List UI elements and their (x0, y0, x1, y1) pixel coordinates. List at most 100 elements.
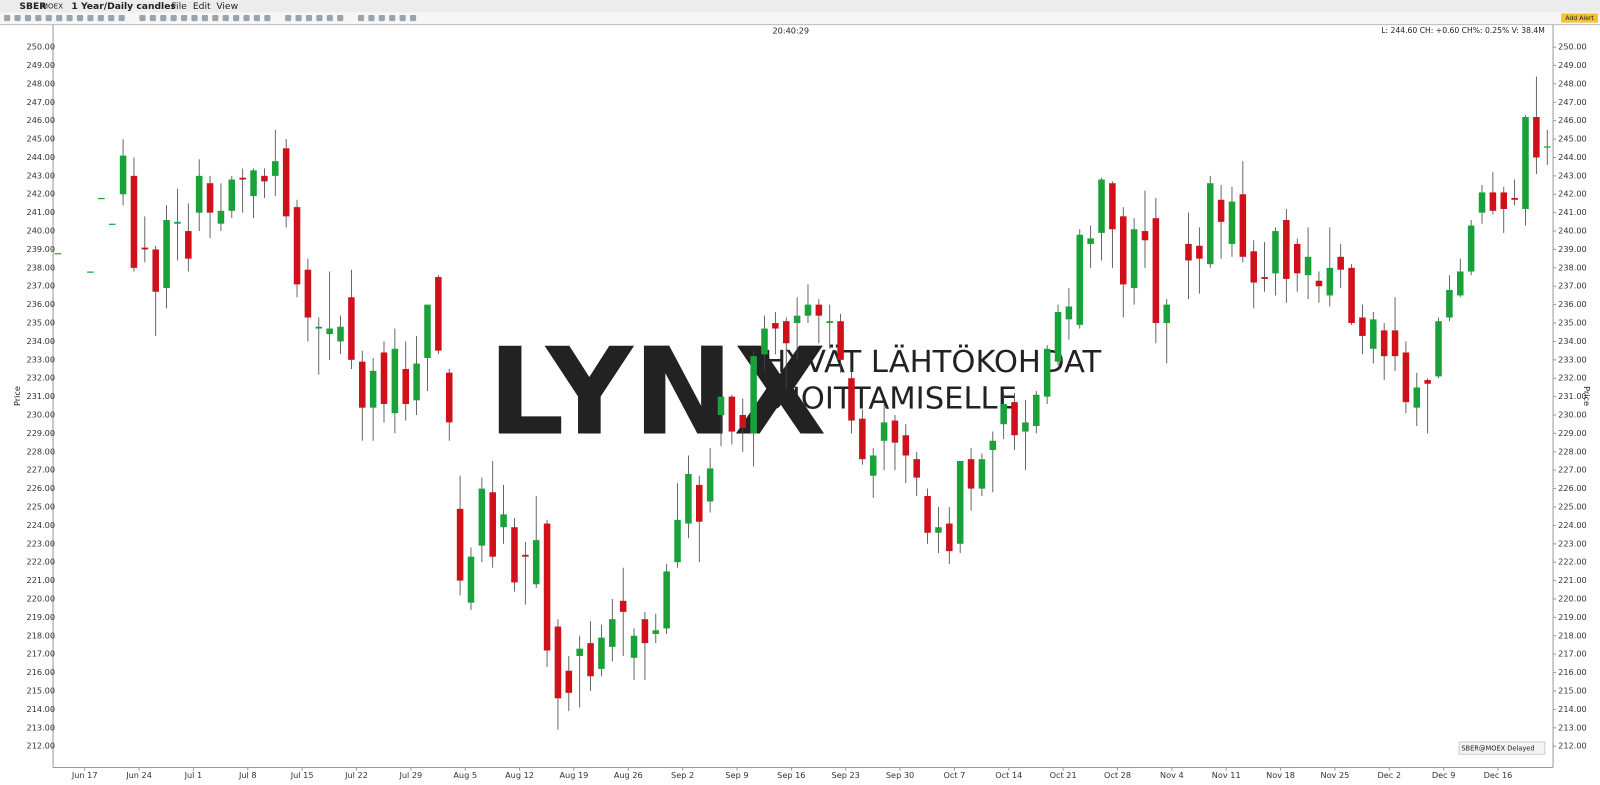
y-tick-label: 247.00 (1558, 97, 1587, 107)
y-tick-label: 224.00 (1558, 520, 1587, 530)
candle-body (543, 523, 551, 651)
y-tick-label: 228.00 (1558, 446, 1587, 456)
x-tick-label: Oct 28 (1104, 770, 1131, 780)
toolbar-icon (76, 14, 84, 22)
candle-body (1533, 116, 1540, 158)
candle-body (685, 473, 692, 524)
candle-body (641, 619, 649, 644)
candle-body (674, 519, 681, 563)
candle-body (956, 461, 964, 544)
candle-body (869, 455, 877, 476)
y-tick-label: 249.00 (1558, 60, 1587, 70)
y-tick-label: 232.00 (27, 373, 56, 383)
candle-body (1359, 317, 1366, 336)
toolbar-icon (399, 14, 406, 22)
candle-body (1543, 146, 1551, 148)
y-tick-label: 216.00 (1558, 667, 1587, 677)
candle-body (130, 175, 138, 268)
y-tick-label: 240.00 (27, 226, 56, 236)
toolbar-icon (295, 14, 302, 22)
y-axis-title: Price (12, 386, 22, 406)
feed-status: SBER@MOEX Delayed (1461, 745, 1534, 753)
y-tick-label: 223.00 (1558, 538, 1587, 548)
toolbar-icon (35, 14, 42, 22)
y-axis-title: Price (1582, 386, 1592, 406)
symbol[interactable]: SBER (19, 1, 46, 12)
candle-body (750, 356, 757, 434)
candle-body (826, 321, 833, 324)
menu-file[interactable]: File (171, 1, 187, 12)
candle-body (793, 315, 801, 324)
candle-body (1228, 201, 1236, 244)
candle-body (1261, 277, 1268, 279)
toolbar-icon (285, 14, 292, 22)
candle-body (1098, 179, 1105, 233)
candle-body (978, 459, 986, 489)
menu-edit[interactable]: Edit (193, 1, 211, 12)
candle-body (902, 435, 910, 456)
add-alert-button[interactable] (1561, 13, 1598, 23)
candle-body (1250, 251, 1257, 283)
candle-body (195, 175, 203, 213)
y-tick-label: 217.00 (1558, 649, 1587, 659)
candle-body (804, 304, 812, 316)
x-tick-label: Aug 12 (505, 770, 534, 780)
y-tick-label: 244.00 (27, 152, 56, 162)
toolbar-icon (410, 14, 417, 22)
candle-body (1457, 271, 1464, 296)
candle-body (413, 363, 420, 401)
toolbar-icon (118, 14, 125, 22)
y-tick-label: 237.00 (27, 281, 56, 291)
toolbar-icon (160, 14, 167, 22)
toolbar-icon (24, 14, 32, 22)
y-tick-label: 239.00 (1558, 244, 1587, 254)
y-tick-label: 215.00 (1558, 685, 1587, 695)
y-tick-label: 233.00 (27, 354, 56, 364)
watermark-slogan: HYVÄT LÄHTÖKOHDAT (763, 343, 1101, 380)
x-tick-label: Oct 14 (995, 770, 1022, 780)
candle-body (554, 626, 562, 699)
y-tick-label: 230.00 (1558, 410, 1587, 420)
candle-body (739, 415, 747, 428)
candle-body (1087, 238, 1094, 244)
candle-body (358, 361, 366, 408)
candle-body (489, 492, 496, 557)
y-tick-label: 229.00 (27, 428, 56, 438)
candle-body (1424, 380, 1431, 384)
toolbar (0, 12, 1600, 25)
candle-body (424, 304, 431, 358)
candle-body (1380, 330, 1388, 357)
candle-body (250, 170, 257, 197)
candle-body (87, 271, 94, 273)
y-tick-label: 231.00 (27, 391, 56, 401)
toolbar-icon (66, 14, 73, 22)
add-alert-label[interactable]: Add Alert (1565, 15, 1594, 22)
candle-body (717, 396, 725, 416)
candle-body (1500, 192, 1508, 209)
candle-body (456, 508, 464, 581)
toolbar-icon (389, 14, 396, 22)
toolbar-icon (305, 14, 313, 22)
toolbar-icon (149, 14, 156, 22)
toolbar-icon (326, 14, 333, 22)
candle-body (185, 231, 192, 259)
y-tick-label: 235.00 (27, 318, 56, 328)
menu-view[interactable]: View (216, 1, 238, 12)
y-tick-label: 237.00 (1558, 281, 1587, 291)
y-tick-label: 231.00 (1558, 391, 1587, 401)
candle-body (696, 484, 703, 522)
x-tick-label: Sep 16 (777, 770, 805, 780)
period-selector[interactable]: 1 Year/Daily candles (71, 1, 176, 12)
y-tick-label: 238.00 (1558, 262, 1587, 272)
toolbar-icon (222, 14, 229, 22)
toolbar-icon (316, 14, 323, 22)
y-tick-label: 214.00 (27, 704, 56, 714)
y-tick-label: 247.00 (27, 97, 56, 107)
y-tick-label: 240.00 (1558, 226, 1587, 236)
candle-body (239, 177, 246, 180)
candle-body (946, 523, 953, 552)
x-tick-label: Jun 24 (125, 770, 152, 780)
y-tick-label: 236.00 (27, 299, 56, 309)
x-tick-label: Sep 30 (886, 770, 914, 780)
candle-body (761, 328, 768, 355)
